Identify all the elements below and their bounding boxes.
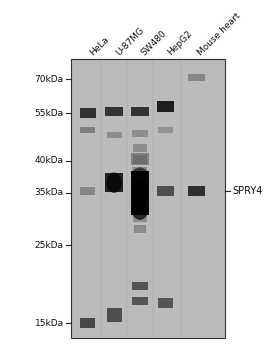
Ellipse shape xyxy=(132,179,148,206)
Bar xyxy=(134,225,146,233)
Bar xyxy=(132,282,148,290)
Bar xyxy=(132,297,148,306)
Text: 15kDa: 15kDa xyxy=(35,319,64,328)
Text: 70kDa: 70kDa xyxy=(35,75,64,84)
Text: HeLa: HeLa xyxy=(88,35,111,57)
Text: 55kDa: 55kDa xyxy=(35,109,64,118)
Text: SW480: SW480 xyxy=(140,28,169,57)
Bar xyxy=(81,127,96,133)
Text: 40kDa: 40kDa xyxy=(35,156,64,165)
Bar xyxy=(105,107,123,116)
Text: HepG2: HepG2 xyxy=(166,29,194,57)
Text: 35kDa: 35kDa xyxy=(35,188,64,197)
Bar xyxy=(132,131,148,137)
Bar xyxy=(157,102,175,112)
Bar xyxy=(81,187,96,195)
Bar xyxy=(133,178,147,187)
Bar xyxy=(80,108,96,118)
Ellipse shape xyxy=(106,173,122,193)
Ellipse shape xyxy=(132,199,148,220)
Bar xyxy=(188,74,205,81)
Bar xyxy=(131,171,149,215)
Bar xyxy=(158,127,173,133)
Text: U-87MG: U-87MG xyxy=(114,26,146,57)
Text: 25kDa: 25kDa xyxy=(35,241,64,250)
Bar xyxy=(105,173,123,192)
Bar xyxy=(133,214,147,222)
Bar xyxy=(133,144,147,152)
Bar xyxy=(107,132,121,138)
Bar xyxy=(131,153,149,165)
Bar xyxy=(107,308,121,322)
Bar xyxy=(157,186,175,196)
Bar xyxy=(133,167,147,175)
Bar xyxy=(131,107,149,116)
Bar xyxy=(188,186,205,196)
Ellipse shape xyxy=(132,167,148,184)
Bar xyxy=(81,318,96,328)
Bar xyxy=(133,190,147,198)
Text: SPRY4: SPRY4 xyxy=(232,186,263,196)
Bar xyxy=(133,202,147,210)
Bar xyxy=(133,155,147,164)
Text: Mouse heart: Mouse heart xyxy=(196,11,243,57)
Bar xyxy=(158,298,173,308)
Bar xyxy=(71,59,225,338)
